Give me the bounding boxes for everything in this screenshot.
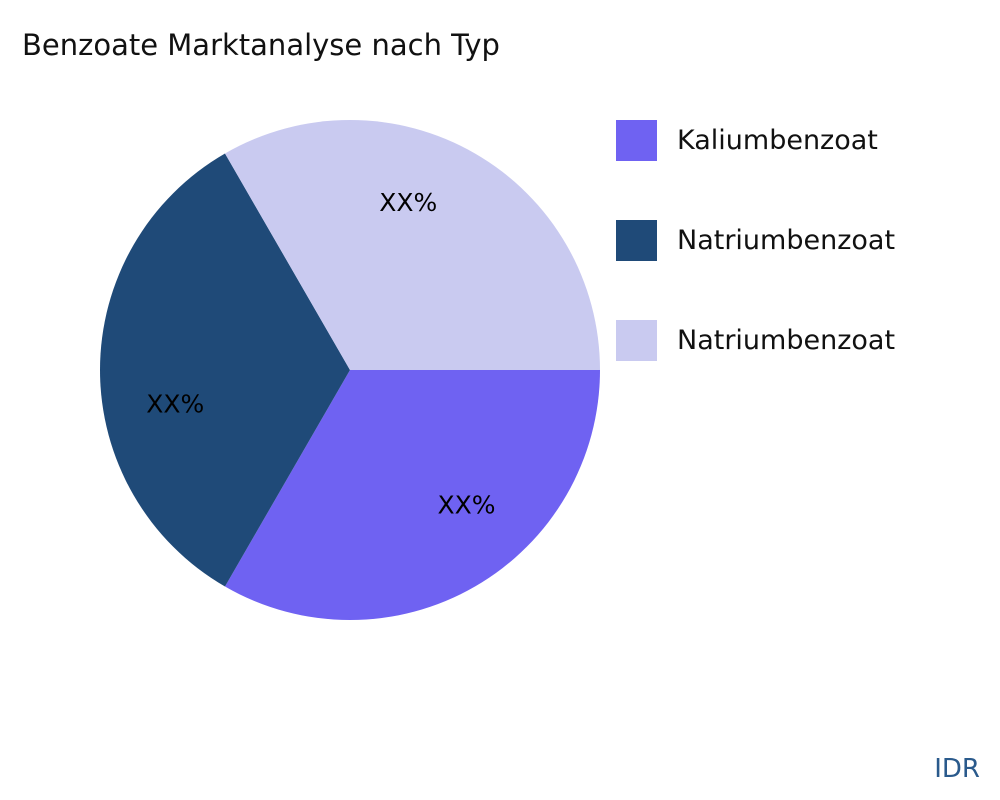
pie-slice — [225, 119, 600, 370]
slice-data-label: XX% — [379, 188, 437, 217]
legend-label: Natriumbenzoat — [677, 324, 896, 356]
pie-slice — [225, 370, 600, 620]
legend-swatch — [616, 119, 657, 161]
legend-item[interactable]: Kaliumbenzoat — [616, 119, 878, 161]
legend-label: Natriumbenzoat — [677, 224, 896, 256]
legend-label: Kaliumbenzoat — [677, 124, 878, 156]
slice-data-label: XX% — [146, 390, 204, 419]
legend-item[interactable]: Natriumbenzoat — [616, 219, 895, 261]
legend-swatch — [616, 319, 657, 361]
legend-swatch — [616, 219, 657, 261]
watermark-logo: IDR — [934, 754, 980, 784]
slice-data-label: XX% — [438, 491, 496, 520]
legend-item[interactable]: Natriumbenzoat — [616, 319, 895, 361]
chart-title: Benzoate Marktanalyse nach Typ — [22, 28, 500, 62]
